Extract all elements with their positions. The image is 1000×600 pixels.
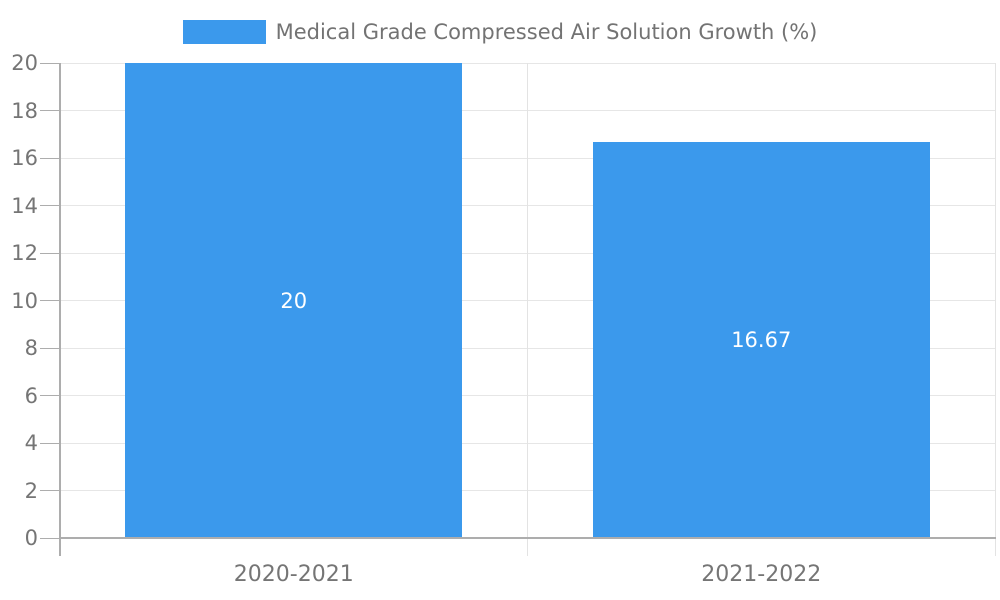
bar-value-label: 16.67 <box>731 328 792 353</box>
y-axis-tick <box>40 347 60 349</box>
y-tick-label: 6 <box>24 383 38 408</box>
legend-label: Medical Grade Compressed Air Solution Gr… <box>275 20 818 44</box>
x-tick-label: 2021-2022 <box>701 562 822 587</box>
bar[interactable] <box>592 142 930 538</box>
y-axis-tick <box>40 205 60 206</box>
y-axis-tick <box>40 395 60 396</box>
y-tick-label: 0 <box>24 526 38 550</box>
y-tick-label: 14 <box>11 193 38 218</box>
category-boundary-line <box>994 63 996 556</box>
y-tick-label: 16 <box>11 146 38 170</box>
category-boundary-line <box>527 63 528 556</box>
y-axis-tick <box>40 110 60 111</box>
y-tick-label: 8 <box>24 336 38 360</box>
y-axis-tick <box>40 442 60 444</box>
y-axis-tick <box>40 252 60 254</box>
y-tick-label: 2 <box>24 478 38 503</box>
bar[interactable] <box>125 63 463 538</box>
y-axis-tick <box>40 62 60 64</box>
y-axis-tick <box>40 537 60 539</box>
y-tick-label: 10 <box>11 288 38 313</box>
y-axis-line <box>59 63 61 556</box>
y-axis-tick <box>40 157 60 159</box>
x-axis-line <box>60 537 996 539</box>
y-tick-label: 12 <box>11 241 38 265</box>
y-tick-label: 4 <box>24 431 38 455</box>
y-axis-tick <box>40 300 60 301</box>
legend[interactable]: Medical Grade Compressed Air Solution Gr… <box>0 18 1000 46</box>
bar-value-label: 20 <box>280 288 308 313</box>
y-axis-tick <box>40 490 60 491</box>
y-tick-label: 20 <box>11 51 38 75</box>
y-tick-label: 18 <box>11 98 38 123</box>
x-tick-label: 2020-2021 <box>233 562 354 587</box>
legend-swatch <box>182 20 266 44</box>
